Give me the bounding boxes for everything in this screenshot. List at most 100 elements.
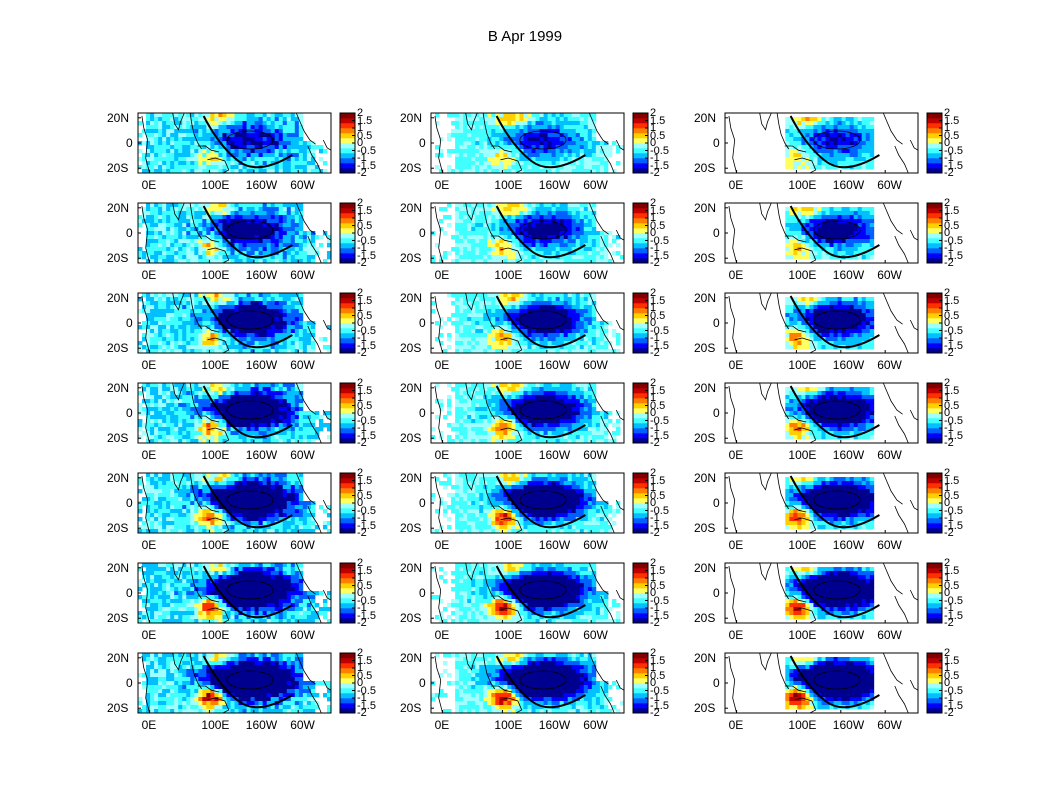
heatmap-cell [206, 239, 211, 244]
heatmap-cell [186, 297, 191, 302]
heatmap-cell [507, 293, 512, 298]
heatmap-cell [475, 313, 480, 318]
colorbar-segment [927, 228, 942, 234]
heatmap-cell [463, 125, 468, 130]
x-tick-label: 100E [201, 178, 230, 192]
heatmap-cell [869, 231, 875, 236]
heatmap-cell [214, 301, 219, 306]
heatmap-cell [571, 243, 577, 248]
heatmap-cell [310, 251, 316, 256]
heatmap-cell [817, 235, 822, 240]
heatmap-cell [801, 215, 806, 220]
heatmap-cell [266, 125, 272, 130]
heatmap-cell [797, 251, 802, 256]
heatmap-cell [234, 133, 239, 138]
heatmap-cell [298, 235, 304, 240]
colorbar-segment [633, 158, 648, 164]
heatmap-cell [539, 117, 544, 122]
heatmap-cell [483, 203, 488, 208]
heatmap-cell [459, 243, 464, 248]
heatmap-cell [495, 305, 500, 310]
heatmap-cell [813, 165, 818, 170]
heatmap-cell [849, 125, 855, 130]
heatmap-cell [266, 141, 272, 146]
heatmap-cell [523, 293, 528, 298]
heatmap-cell [793, 231, 798, 236]
heatmap-cell [841, 231, 847, 236]
heatmap-cell [170, 153, 175, 158]
heatmap-cell [833, 341, 838, 346]
heatmap-cell [463, 153, 468, 158]
heatmap-cell [463, 345, 468, 350]
heatmap-cell [511, 235, 516, 240]
heatmap-cell [479, 349, 484, 354]
heatmap-cell [182, 207, 187, 212]
heatmap-cell [579, 137, 585, 142]
heatmap-cell [162, 157, 167, 162]
heatmap-cell [801, 333, 806, 338]
heatmap-cell [459, 157, 464, 162]
heatmap-cell [471, 157, 476, 162]
heatmap-cell [555, 259, 561, 264]
heatmap-cell [150, 345, 155, 350]
heatmap-cell [809, 313, 814, 318]
heatmap-cell [463, 165, 468, 170]
heatmap-cell [459, 223, 464, 228]
heatmap-cell [254, 223, 260, 228]
heatmap-cell [849, 149, 855, 154]
heatmap-cell [286, 203, 292, 208]
heatmap-cell [813, 145, 818, 150]
heatmap-cell [471, 333, 476, 338]
heatmap-cell [451, 113, 456, 118]
heatmap-cell [487, 239, 492, 244]
heatmap-cell [266, 293, 272, 298]
heatmap-cell [535, 255, 540, 260]
heatmap-cell [857, 251, 863, 256]
heatmap-cell [869, 305, 875, 310]
heatmap-cell [202, 203, 207, 208]
heatmap-cell [475, 207, 480, 212]
heatmap-cell [234, 293, 239, 298]
heatmap-cell [559, 145, 565, 150]
heatmap-cell [278, 169, 284, 174]
heatmap-cell [254, 137, 260, 142]
heatmap-cell [150, 137, 155, 142]
heatmap-cell [829, 337, 834, 342]
heatmap-cell [162, 153, 167, 158]
heatmap-cell [150, 149, 155, 154]
heatmap-cell [278, 219, 284, 224]
heatmap-cell [531, 309, 536, 314]
heatmap-cell [555, 349, 561, 354]
heatmap-cell [190, 223, 195, 228]
heatmap-cell [539, 317, 544, 322]
heatmap-cell [813, 309, 818, 314]
heatmap-cell [531, 157, 536, 162]
heatmap-cell [587, 153, 593, 158]
heatmap-cell [523, 219, 528, 224]
heatmap-cell [829, 117, 834, 122]
heatmap-cell [583, 243, 589, 248]
heatmap-cell [849, 211, 855, 216]
heatmap-cell [150, 227, 155, 232]
heatmap-cell [246, 137, 251, 142]
heatmap-cell [793, 239, 798, 244]
colorbar-tick-label: 2 [650, 197, 657, 209]
heatmap-cell [282, 325, 288, 330]
coastline [728, 295, 737, 354]
heatmap-cell [809, 337, 814, 342]
heatmap-cell [150, 165, 155, 170]
heatmap-cell [254, 113, 260, 118]
heatmap-cell [547, 341, 553, 346]
heatmap-cell [246, 239, 251, 244]
heatmap-cell [547, 121, 553, 126]
heatmap-cell [523, 203, 528, 208]
heatmap-cell [286, 125, 292, 130]
heatmap-cell [266, 337, 272, 342]
heatmap-cell [238, 333, 243, 338]
heatmap-cell [242, 141, 247, 146]
heatmap-cell [286, 333, 292, 338]
heatmap-cell [246, 157, 251, 162]
heatmap-cell [230, 235, 235, 240]
heatmap-cell [254, 157, 260, 162]
heatmap-cell [246, 259, 251, 264]
